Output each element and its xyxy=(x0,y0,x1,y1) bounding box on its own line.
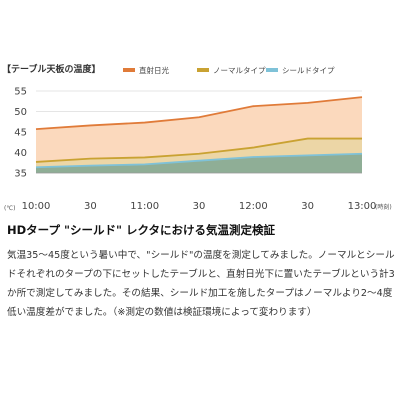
legend-swatch xyxy=(197,68,209,72)
x-tick-label: 12:00 xyxy=(239,201,268,212)
legend-swatch xyxy=(123,68,135,72)
temperature-chart: 【テーブル天板の温度】 直射日光 ノーマルタイプ シールドタイプ 35 40 45 50 5… xyxy=(2,63,392,212)
legend-label: 直射日光 xyxy=(139,65,169,75)
y-tick-label: 55 xyxy=(14,87,27,98)
y-tick-label: 50 xyxy=(14,107,27,118)
body-paragraph: 気温35〜45度という暑い中で、"シールド"の温度を測定してみました。ノーマルと… xyxy=(7,250,395,318)
y-axis-ticks: 35 40 45 50 55 xyxy=(14,87,27,180)
legend-item: ノーマルタイプ xyxy=(197,66,266,75)
x-tick-label: 30 xyxy=(301,201,314,212)
x-axis-ticks: 10:00 30 11:00 30 12:00 30 13:00 xyxy=(22,172,377,212)
chart-legend: 直射日光 ノーマルタイプ シールドタイプ xyxy=(123,65,335,75)
series-lines xyxy=(35,96,363,169)
x-tick-label: 30 xyxy=(193,201,206,212)
legend-item: シールドタイプ xyxy=(266,66,335,75)
x-tick-label: 13:00 xyxy=(348,201,377,212)
series-area-3 xyxy=(36,153,362,173)
series-line-3 xyxy=(35,152,363,169)
legend-swatch xyxy=(266,68,278,72)
x-tick-label: 10:00 xyxy=(22,201,51,212)
series-line-1 xyxy=(35,96,363,131)
y-tick-label: 35 xyxy=(14,169,27,180)
x-tick-label: 11:00 xyxy=(130,201,159,212)
y-tick-label: 45 xyxy=(14,128,27,139)
headline: HDタープ "シールド" レクタにおける気温測定検証 xyxy=(7,223,276,237)
x-axis-unit: (時刻) xyxy=(375,203,392,211)
series-line-2 xyxy=(35,137,362,163)
legend-label: ノーマルタイプ xyxy=(213,66,266,75)
y-axis-unit: (℃) xyxy=(4,205,15,212)
y-tick-label: 40 xyxy=(14,148,27,159)
chart-title: 【テーブル天板の温度】 xyxy=(2,63,100,75)
series-areas xyxy=(36,97,362,173)
legend-label: シールドタイプ xyxy=(282,66,335,75)
x-tick-label: 30 xyxy=(84,201,97,212)
legend-item: 直射日光 xyxy=(123,65,169,75)
